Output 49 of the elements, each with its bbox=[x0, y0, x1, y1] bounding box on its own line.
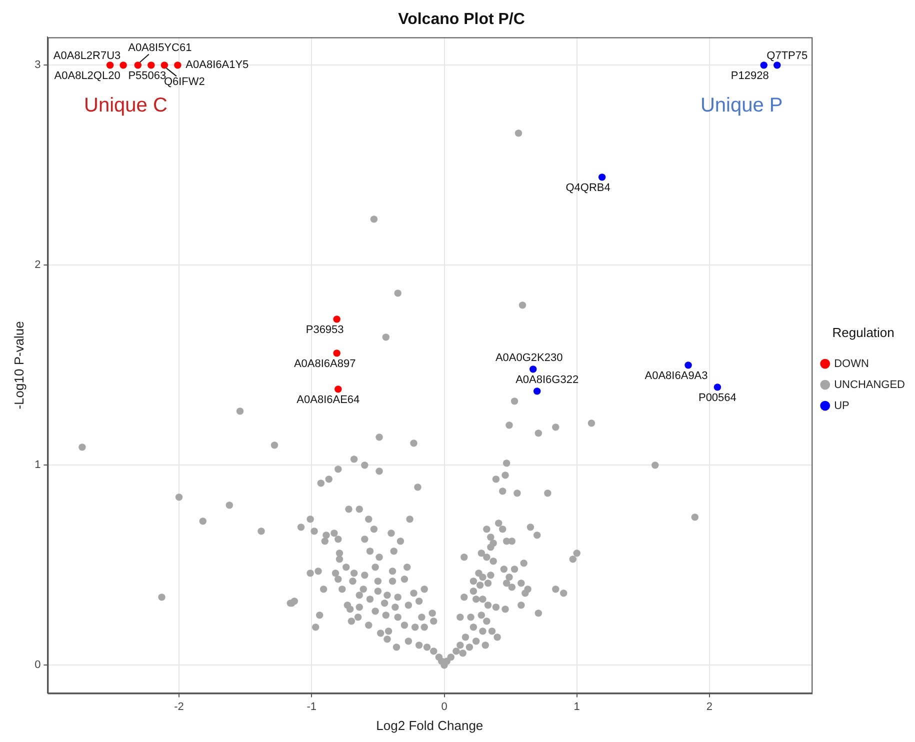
annotation: A0A8I6AE64 bbox=[296, 394, 360, 406]
point bbox=[333, 350, 340, 357]
point bbox=[530, 366, 537, 373]
annotation: A0A8I6A897 bbox=[294, 358, 356, 370]
point bbox=[334, 386, 342, 393]
annotation: Q7TP75 bbox=[766, 50, 808, 62]
legend-label: DOWN bbox=[834, 358, 869, 370]
point bbox=[333, 316, 340, 323]
y-axis-title: -Log10 P-value bbox=[11, 321, 26, 410]
x-axis-title: Log2 Fold Change bbox=[376, 718, 484, 733]
annotation: A0A8I5YC61 bbox=[128, 42, 192, 54]
legend-label: UNCHANGED bbox=[834, 378, 906, 391]
legend-label: UP bbox=[834, 400, 850, 412]
annotation: Unique C bbox=[84, 94, 168, 117]
annotation: A0A8L2R7U3 bbox=[53, 50, 121, 62]
x-tick-label: 1 bbox=[574, 700, 580, 713]
annotation: A0A8I6G322 bbox=[516, 374, 579, 386]
annotation: P12928 bbox=[730, 70, 769, 82]
point bbox=[714, 384, 722, 391]
annotation: A0A8L2QL20 bbox=[54, 70, 120, 82]
x-tick-label: -1 bbox=[306, 700, 317, 713]
annotation: Unique P bbox=[700, 94, 783, 117]
y-tick-label: 0 bbox=[34, 659, 41, 672]
point bbox=[174, 62, 182, 69]
point bbox=[598, 174, 606, 181]
point bbox=[684, 362, 692, 369]
y-tick-label: 2 bbox=[34, 259, 41, 272]
x-tick-label: 2 bbox=[706, 700, 713, 713]
point bbox=[760, 62, 768, 69]
point bbox=[774, 62, 781, 69]
point bbox=[160, 62, 168, 69]
x-tick-label: -2 bbox=[174, 700, 184, 713]
chart-title: Volcano Plot P/C bbox=[398, 11, 526, 28]
annotation: Q6IFW2 bbox=[164, 76, 205, 88]
annotation: A0A0G2K230 bbox=[495, 352, 563, 364]
annotation: A0A8I6A1Y5 bbox=[186, 59, 249, 72]
point bbox=[106, 62, 114, 69]
legend-title: Regulation bbox=[832, 324, 894, 340]
point bbox=[148, 62, 155, 69]
point bbox=[120, 62, 127, 69]
point bbox=[134, 62, 142, 69]
y-tick-label: 3 bbox=[34, 59, 41, 72]
annotation: P36953 bbox=[306, 324, 344, 336]
y-tick-label: 1 bbox=[34, 459, 41, 472]
x-tick-label: 0 bbox=[441, 700, 448, 713]
annotation: P00564 bbox=[698, 392, 736, 404]
annotation: Q4QRB4 bbox=[566, 182, 610, 194]
point bbox=[533, 388, 541, 395]
annotation: A0A8I6A9A3 bbox=[644, 370, 708, 382]
